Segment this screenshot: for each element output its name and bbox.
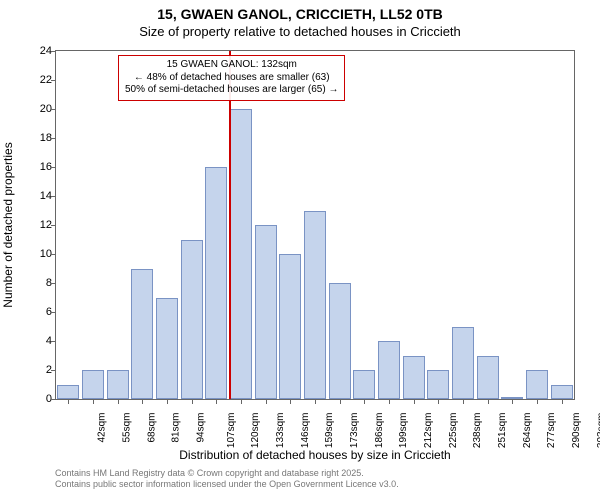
y-tick-label: 22: [22, 74, 52, 86]
y-tick-label: 8: [22, 277, 52, 289]
histogram-bar: [57, 385, 79, 400]
histogram-bar: [329, 283, 351, 399]
histogram-bar: [353, 370, 375, 399]
x-tick-label: 212sqm: [423, 413, 434, 449]
x-tick-label: 173sqm: [349, 413, 360, 449]
annotation-line3: 50% of semi-detached houses are larger (…: [125, 84, 338, 97]
y-tick-label: 6: [22, 306, 52, 318]
y-tick-label: 2: [22, 364, 52, 376]
x-tick-mark: [389, 400, 390, 404]
y-tick-label: 0: [22, 393, 52, 405]
x-tick-label: 251sqm: [497, 413, 508, 449]
x-tick-label: 120sqm: [250, 413, 261, 449]
histogram-bar: [156, 298, 178, 400]
x-tick-mark: [340, 400, 341, 404]
x-tick-mark: [216, 400, 217, 404]
x-tick-label: 146sqm: [300, 413, 311, 449]
y-tick-label: 20: [22, 103, 52, 115]
x-tick-mark: [414, 400, 415, 404]
x-tick-label: 68sqm: [146, 413, 157, 443]
histogram-bar: [230, 109, 252, 399]
histogram-bar: [255, 225, 277, 399]
y-tick-label: 24: [22, 45, 52, 57]
x-tick-mark: [142, 400, 143, 404]
x-axis-label: Distribution of detached houses by size …: [55, 448, 575, 462]
histogram-bar: [82, 370, 104, 399]
x-tick-label: 199sqm: [398, 413, 409, 449]
histogram-bar: [526, 370, 548, 399]
x-tick-label: 290sqm: [571, 413, 582, 449]
x-tick-label: 264sqm: [522, 413, 533, 449]
chart-title: 15, GWAEN GANOL, CRICCIETH, LL52 0TB: [0, 6, 600, 22]
x-tick-label: 55sqm: [122, 413, 133, 443]
x-tick-label: 303sqm: [596, 413, 600, 449]
x-tick-mark: [118, 400, 119, 404]
x-tick-label: 94sqm: [196, 413, 207, 443]
x-tick-mark: [438, 400, 439, 404]
property-marker-line: [229, 51, 231, 399]
annotation-line1: 15 GWAEN GANOL: 132sqm: [125, 59, 338, 72]
property-size-chart: 15, GWAEN GANOL, CRICCIETH, LL52 0TB Siz…: [0, 0, 600, 500]
histogram-bar: [131, 269, 153, 400]
x-tick-mark: [68, 400, 69, 404]
histogram-bar: [107, 370, 129, 399]
footer-line2: Contains public sector information licen…: [55, 479, 399, 490]
x-tick-mark: [315, 400, 316, 404]
x-tick-label: 225sqm: [448, 413, 459, 449]
x-tick-mark: [266, 400, 267, 404]
histogram-bar: [477, 356, 499, 400]
x-tick-label: 133sqm: [275, 413, 286, 449]
y-tick-label: 4: [22, 335, 52, 347]
x-tick-mark: [562, 400, 563, 404]
x-tick-mark: [290, 400, 291, 404]
x-tick-label: 159sqm: [324, 413, 335, 449]
x-tick-label: 238sqm: [472, 413, 483, 449]
annotation-box: 15 GWAEN GANOL: 132sqm ← 48% of detached…: [118, 55, 345, 101]
y-tick-label: 14: [22, 190, 52, 202]
footer-attribution: Contains HM Land Registry data © Crown c…: [55, 468, 399, 491]
x-tick-mark: [364, 400, 365, 404]
x-tick-mark: [167, 400, 168, 404]
x-tick-mark: [192, 400, 193, 404]
footer-line1: Contains HM Land Registry data © Crown c…: [55, 468, 399, 479]
x-tick-mark: [512, 400, 513, 404]
y-tick-label: 16: [22, 161, 52, 173]
chart-subtitle: Size of property relative to detached ho…: [0, 24, 600, 39]
y-tick-label: 10: [22, 248, 52, 260]
histogram-bar: [378, 341, 400, 399]
annotation-line2: ← 48% of detached houses are smaller (63…: [125, 72, 338, 85]
x-tick-label: 81sqm: [171, 413, 182, 443]
x-tick-mark: [488, 400, 489, 404]
x-tick-mark: [537, 400, 538, 404]
histogram-bar: [205, 167, 227, 399]
y-tick-label: 12: [22, 219, 52, 231]
histogram-bar: [427, 370, 449, 399]
histogram-bar: [304, 211, 326, 400]
x-tick-label: 186sqm: [374, 413, 385, 449]
x-tick-mark: [93, 400, 94, 404]
x-tick-mark: [241, 400, 242, 404]
y-tick-label: 18: [22, 132, 52, 144]
histogram-bar: [279, 254, 301, 399]
histogram-bar: [181, 240, 203, 400]
x-tick-mark: [463, 400, 464, 404]
histogram-bar: [551, 385, 573, 400]
x-tick-label: 107sqm: [226, 413, 237, 449]
x-tick-label: 42sqm: [97, 413, 108, 443]
histogram-bar: [452, 327, 474, 400]
x-tick-label: 277sqm: [546, 413, 557, 449]
y-axis-label: Number of detached properties: [1, 142, 15, 307]
histogram-bar: [403, 356, 425, 400]
histogram-bar: [501, 397, 523, 399]
plot-area: [55, 50, 575, 400]
